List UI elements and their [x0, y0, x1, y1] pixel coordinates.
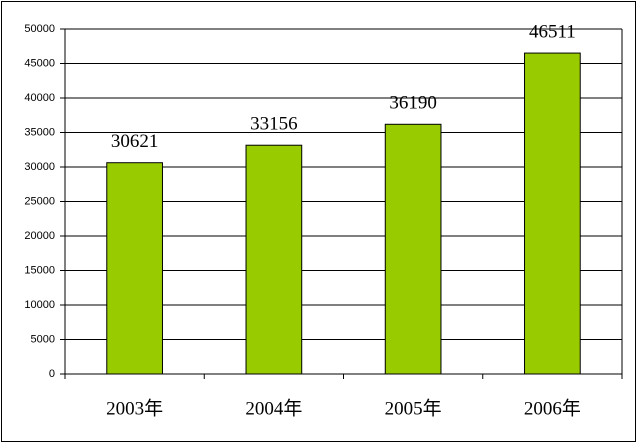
- y-tick-label: 25000: [24, 195, 55, 207]
- bar: [106, 162, 163, 375]
- data-label: 33156: [250, 114, 298, 135]
- y-tick-label: 50000: [24, 23, 55, 35]
- data-label: 36190: [389, 93, 437, 114]
- y-tick-label: 35000: [24, 126, 55, 138]
- y-tick-label: 45000: [24, 57, 55, 69]
- x-tick-label: 2003年: [106, 397, 163, 419]
- y-tick-label: 20000: [24, 230, 55, 242]
- y-tick-label: 10000: [24, 299, 55, 311]
- x-tick-label: 2004年: [245, 397, 302, 419]
- bar: [524, 52, 581, 375]
- data-label: 46511: [529, 21, 576, 42]
- x-tick-label: 2006年: [524, 397, 581, 419]
- bar: [245, 144, 303, 375]
- y-tick-label: 5000: [31, 333, 55, 345]
- y-tick-label: 15000: [24, 264, 55, 276]
- bar: [384, 123, 442, 375]
- y-tick-label: 0: [49, 368, 55, 380]
- x-tick-label: 2005年: [385, 397, 442, 419]
- y-tick-label: 40000: [24, 92, 55, 104]
- data-label: 30621: [111, 131, 159, 152]
- y-tick-label: 30000: [24, 161, 55, 173]
